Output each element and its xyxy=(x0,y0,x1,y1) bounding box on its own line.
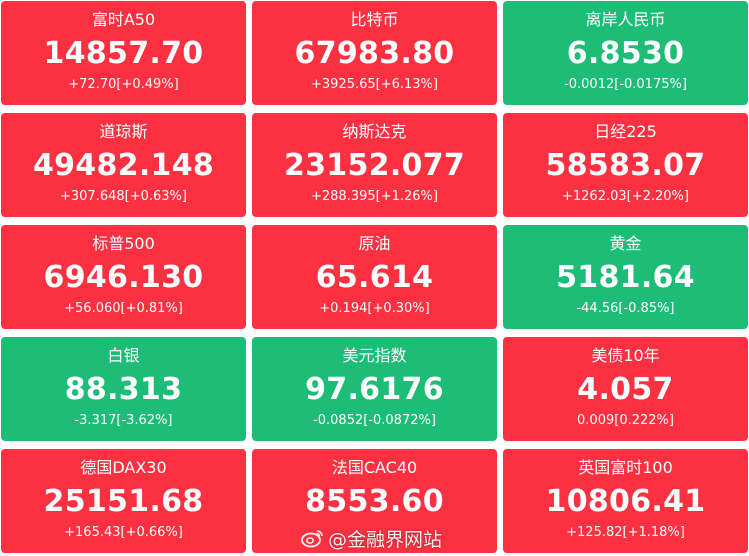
quote-tile-crude-oil[interactable]: 原油 65.614 +0.194[+0.30%] xyxy=(252,225,497,329)
quote-change: -0.0012[-0.0175%] xyxy=(564,77,687,92)
quote-tile-dollar-index[interactable]: 美元指数 97.6176 -0.0852[-0.0872%] xyxy=(252,337,497,441)
quote-tile-cac40[interactable]: 法国CAC40 8553.60 xyxy=(252,449,497,553)
quote-change: -0.0852[-0.0872%] xyxy=(313,413,436,428)
quote-name: 美元指数 xyxy=(342,346,407,365)
quote-price: 88.313 xyxy=(64,372,183,407)
quote-change: +125.82[+1.18%] xyxy=(566,525,685,540)
quote-price: 5181.64 xyxy=(556,260,695,295)
quote-name: 德国DAX30 xyxy=(80,458,167,477)
quote-tile-nasdaq[interactable]: 纳斯达克 23152.077 +288.395[+1.26%] xyxy=(252,113,497,217)
quote-price: 65.614 xyxy=(315,260,434,295)
quote-tile-bitcoin[interactable]: 比特币 67983.80 +3925.65[+6.13%] xyxy=(252,1,497,105)
quote-name: 道琼斯 xyxy=(99,122,148,141)
quote-name: 标普500 xyxy=(92,234,155,253)
quote-change: -44.56[-0.85%] xyxy=(576,301,675,316)
quote-name: 白银 xyxy=(107,346,140,365)
quote-name: 黄金 xyxy=(609,234,642,253)
quote-tile-sp500[interactable]: 标普500 6946.130 +56.060[+0.81%] xyxy=(1,225,246,329)
quote-change: +307.648[+0.63%] xyxy=(60,189,187,204)
quote-change: 0.009[0.222%] xyxy=(577,413,674,428)
quote-price: 23152.077 xyxy=(283,148,466,183)
quote-change: +3925.65[+6.13%] xyxy=(311,77,438,92)
quote-change: +0.194[+0.30%] xyxy=(319,301,430,316)
quote-tile-ftse-a50[interactable]: 富时A50 14857.70 +72.70[+0.49%] xyxy=(1,1,246,105)
quote-price: 6946.130 xyxy=(43,260,204,295)
quote-name: 法国CAC40 xyxy=(331,458,418,477)
quote-name: 比特币 xyxy=(350,10,399,29)
quote-tile-gold[interactable]: 黄金 5181.64 -44.56[-0.85%] xyxy=(503,225,748,329)
quote-name: 纳斯达克 xyxy=(342,122,407,141)
quote-price: 49482.148 xyxy=(32,148,215,183)
quote-price: 6.8530 xyxy=(566,36,685,71)
quote-price: 4.057 xyxy=(577,372,674,407)
quote-price: 58583.07 xyxy=(545,148,706,183)
quote-change: +288.395[+1.26%] xyxy=(311,189,438,204)
quote-price: 8553.60 xyxy=(305,484,444,519)
quote-price: 67983.80 xyxy=(294,36,455,71)
quote-change: +1262.03[+2.20%] xyxy=(562,189,689,204)
quote-name: 日经225 xyxy=(594,122,657,141)
quote-tile-silver[interactable]: 白银 88.313 -3.317[-3.62%] xyxy=(1,337,246,441)
quote-change: +72.70[+0.49%] xyxy=(68,77,179,92)
quote-change: +56.060[+0.81%] xyxy=(64,301,183,316)
quote-change: -3.317[-3.62%] xyxy=(74,413,173,428)
quote-name: 美债10年 xyxy=(591,346,660,365)
quote-tile-dax30[interactable]: 德国DAX30 25151.68 +165.43[+0.66%] xyxy=(1,449,246,553)
quote-tile-us-10y-treasury[interactable]: 美债10年 4.057 0.009[0.222%] xyxy=(503,337,748,441)
quote-name: 英国富时100 xyxy=(578,458,673,477)
quote-change: +165.43[+0.66%] xyxy=(64,525,183,540)
quote-tile-dow-jones[interactable]: 道琼斯 49482.148 +307.648[+0.63%] xyxy=(1,113,246,217)
quote-price: 10806.41 xyxy=(545,484,706,519)
quote-name: 离岸人民币 xyxy=(585,10,666,29)
quote-tile-offshore-rmb[interactable]: 离岸人民币 6.8530 -0.0012[-0.0175%] xyxy=(503,1,748,105)
quote-name: 富时A50 xyxy=(91,10,156,29)
quote-price: 25151.68 xyxy=(43,484,204,519)
quote-name: 原油 xyxy=(358,234,391,253)
quote-tile-ftse-100[interactable]: 英国富时100 10806.41 +125.82[+1.18%] xyxy=(503,449,748,553)
quote-tile-nikkei-225[interactable]: 日经225 58583.07 +1262.03[+2.20%] xyxy=(503,113,748,217)
quote-price: 97.6176 xyxy=(305,372,444,407)
quote-price: 14857.70 xyxy=(43,36,204,71)
